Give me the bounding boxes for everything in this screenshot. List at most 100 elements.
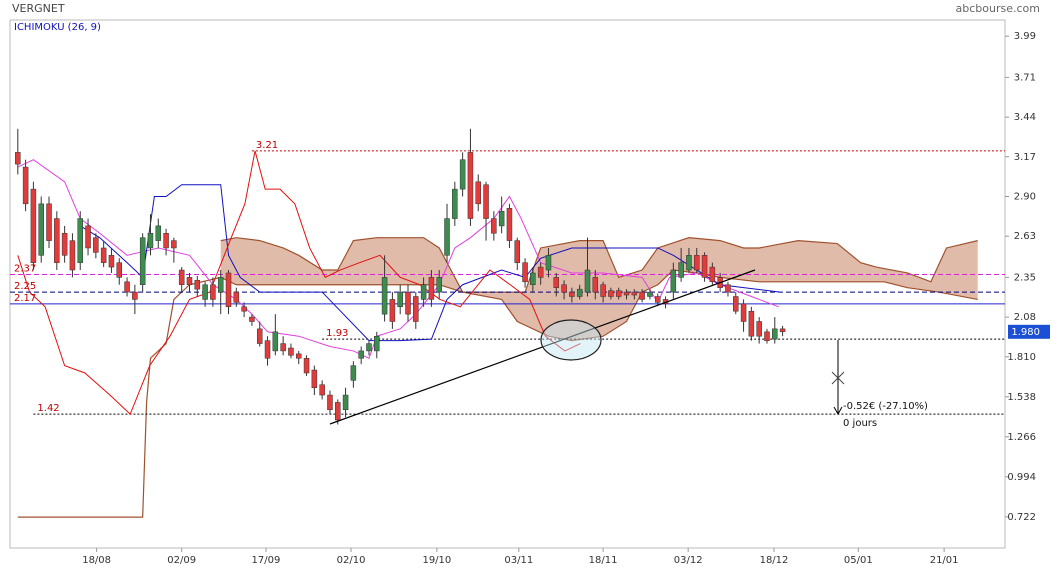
candle-body (85, 225, 91, 249)
candle-body (69, 240, 76, 271)
candle-body (15, 152, 21, 165)
duration-label: 0 jours (843, 418, 877, 429)
candle-body (272, 331, 279, 352)
indicator-label: ICHIMOKU (26, 9) (14, 22, 101, 33)
candle-body (491, 218, 497, 234)
x-tick-label: 18/12 (760, 555, 789, 566)
candle-body (327, 394, 333, 410)
candle-body (709, 266, 716, 283)
level-label: 1.42 (37, 403, 59, 414)
candle-body (194, 280, 201, 290)
candle-body (467, 152, 474, 219)
candle-body (233, 291, 240, 303)
candle-body (22, 166, 29, 205)
candle-body (178, 269, 185, 285)
level-label: 2.37 (14, 263, 36, 274)
y-tick-label: 3.71 (1014, 72, 1036, 83)
candle-body (772, 328, 778, 340)
candle-body (217, 277, 224, 293)
candle-body (311, 369, 318, 388)
x-tick-label: 21/01 (930, 555, 959, 566)
candle-body (256, 328, 263, 344)
candle-body (54, 218, 60, 263)
measure-cross (831, 371, 845, 385)
candle-body (38, 203, 44, 256)
level-label: 2.17 (14, 293, 36, 304)
change-label: -0.52€ (-27.10%) (843, 401, 928, 412)
candle-body (397, 291, 403, 308)
y-tick-label: 3.99 (1014, 31, 1036, 42)
y-tick-label: 0.722 (1007, 512, 1036, 523)
last-price-label: 1.980 (1011, 327, 1040, 338)
candle-body (77, 218, 83, 263)
candle-body (241, 306, 247, 312)
candle-body (186, 277, 193, 285)
source: abcbourse.com (956, 2, 1040, 15)
last-price-box (1008, 324, 1050, 339)
y-tick-label: 2.35 (1014, 272, 1036, 283)
candle-body (748, 310, 755, 337)
x-tick-label: 03/11 (504, 555, 533, 566)
candle-body (686, 255, 692, 271)
candle-body (295, 353, 302, 359)
candle-body (576, 288, 583, 297)
candle-body (553, 277, 560, 288)
candle-body (569, 291, 575, 297)
candle-body (764, 331, 770, 341)
candle-body (93, 237, 99, 253)
x-tick-label: 02/10 (337, 555, 366, 566)
candle-body (530, 272, 536, 285)
candle-body (155, 225, 162, 241)
y-tick-label: 1.538 (1007, 392, 1036, 403)
y-tick-label: 2.90 (1014, 191, 1036, 202)
measure-arrow (833, 406, 843, 416)
candle-body (725, 284, 731, 293)
candle-body (537, 266, 544, 278)
indicator-line (17, 159, 779, 359)
candle-body (202, 284, 208, 300)
candle-body (654, 296, 661, 303)
candle-body (436, 277, 442, 293)
x-tick-label: 19/10 (422, 555, 451, 566)
candle-body (452, 188, 458, 219)
x-tick-label: 02/09 (167, 555, 196, 566)
x-tick-label: 18/11 (589, 555, 618, 566)
level-label: 3.21 (256, 140, 278, 151)
indicator-line (17, 150, 581, 416)
candle-body (592, 277, 599, 293)
x-tick-label: 18/08 (82, 555, 111, 566)
candle-body (545, 255, 552, 271)
candle-body (303, 358, 310, 374)
level-label: 1.93 (326, 328, 348, 339)
x-tick-label: 05/01 (844, 555, 873, 566)
candle-body (498, 210, 505, 227)
candle-body (61, 233, 68, 256)
candle-body (413, 296, 419, 322)
candle-body (249, 316, 255, 322)
candle-body (444, 218, 450, 256)
indicator-line (79, 184, 781, 342)
cloud-fill (220, 237, 978, 341)
candle-body (584, 269, 591, 293)
candle-body (100, 247, 107, 263)
candle-body (522, 262, 528, 283)
y-tick-label: 0.994 (1007, 472, 1036, 483)
candle-body (147, 233, 154, 249)
y-tick-label: 3.44 (1014, 112, 1036, 123)
candle-body (280, 343, 286, 352)
x-tick-label: 03/12 (674, 555, 703, 566)
plot-frame (9, 19, 1006, 549)
level-label: 2.25 (14, 281, 36, 292)
candle-body (615, 290, 622, 297)
candle-body (132, 291, 138, 300)
candle-body (475, 181, 481, 205)
candle-body (420, 284, 427, 300)
y-tick-label: 3.17 (1014, 152, 1036, 163)
candle-body (623, 291, 630, 296)
candle-body (335, 402, 341, 421)
y-tick-label: 1.266 (1007, 432, 1036, 443)
candle-body (163, 233, 169, 249)
candle-body (756, 321, 762, 337)
